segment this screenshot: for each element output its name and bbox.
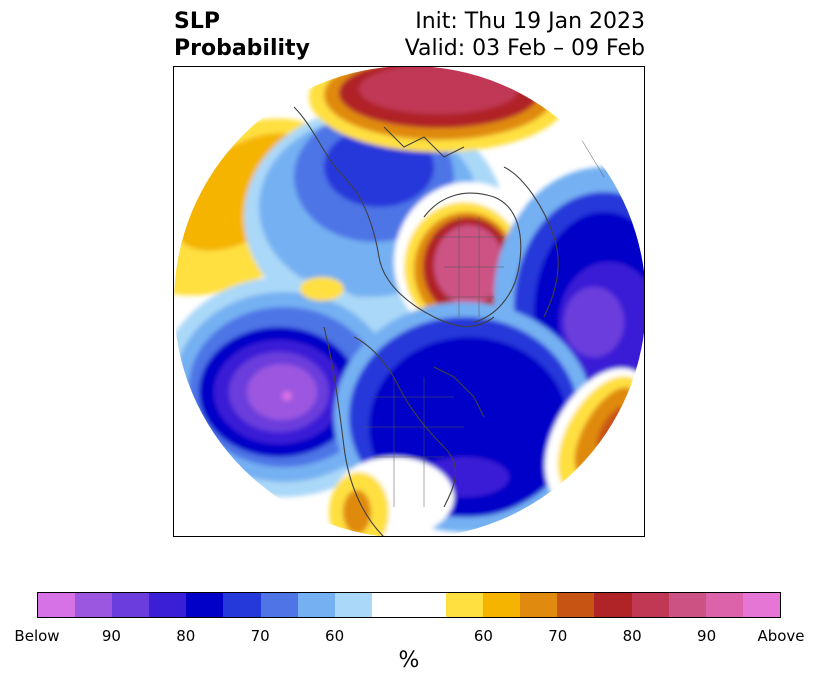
colorbar-swatch bbox=[334, 593, 372, 617]
colorbar-swatch bbox=[557, 593, 595, 617]
colorbar-swatch bbox=[223, 593, 261, 617]
colorbar-tick-label: 60 bbox=[473, 627, 493, 645]
colorbar-tick-label: Above bbox=[757, 627, 805, 645]
colorbar-tick-label: 70 bbox=[548, 627, 568, 645]
colorbar-swatch bbox=[631, 593, 669, 617]
colorbar-swatch bbox=[112, 593, 150, 617]
title-left: SLP Probability bbox=[174, 8, 310, 62]
colorbar-swatch bbox=[38, 593, 76, 617]
colorbar-tick-label: 70 bbox=[250, 627, 270, 645]
valid-range: Valid: 03 Feb – 09 Feb bbox=[404, 36, 645, 61]
warm-anomaly-alaska bbox=[300, 277, 344, 301]
coastlines bbox=[293, 106, 559, 536]
colorbar-swatch bbox=[297, 593, 335, 617]
colorbar-swatch bbox=[520, 593, 558, 617]
title-right: Init: Thu 19 Jan 2023 Valid: 03 Feb – 09… bbox=[405, 8, 645, 62]
colorbar bbox=[37, 592, 781, 618]
colorbar-tick-label: 60 bbox=[325, 627, 345, 645]
colorbar-swatch bbox=[742, 593, 780, 617]
colorbar-tick-label: 90 bbox=[101, 627, 121, 645]
colorbar-swatch bbox=[186, 593, 224, 617]
colorbar-tick-label: 90 bbox=[697, 627, 717, 645]
colorbar-swatch bbox=[371, 593, 409, 617]
colorbar-tick-label: 80 bbox=[176, 627, 196, 645]
title-product: Probability bbox=[174, 36, 310, 61]
colorbar-swatch bbox=[149, 593, 187, 617]
colorbar-swatch bbox=[483, 593, 521, 617]
probability-map bbox=[174, 67, 644, 536]
map-disc bbox=[174, 67, 644, 536]
map-panel bbox=[173, 66, 645, 537]
colorbar-tick-label: 80 bbox=[622, 627, 642, 645]
colorbar-swatch bbox=[446, 593, 484, 617]
title-variable: SLP bbox=[174, 9, 220, 34]
colorbar-swatch bbox=[594, 593, 632, 617]
colorbar-swatch bbox=[408, 593, 447, 617]
colorbar-swatch bbox=[260, 593, 298, 617]
colorbar-unit-label: % bbox=[398, 648, 420, 673]
init-date: Init: Thu 19 Jan 2023 bbox=[415, 9, 645, 34]
colorbar-swatch bbox=[705, 593, 743, 617]
colorbar-swatch bbox=[668, 593, 706, 617]
colorbar-tick-label: Below bbox=[14, 627, 60, 645]
colorbar-swatch bbox=[75, 593, 113, 617]
